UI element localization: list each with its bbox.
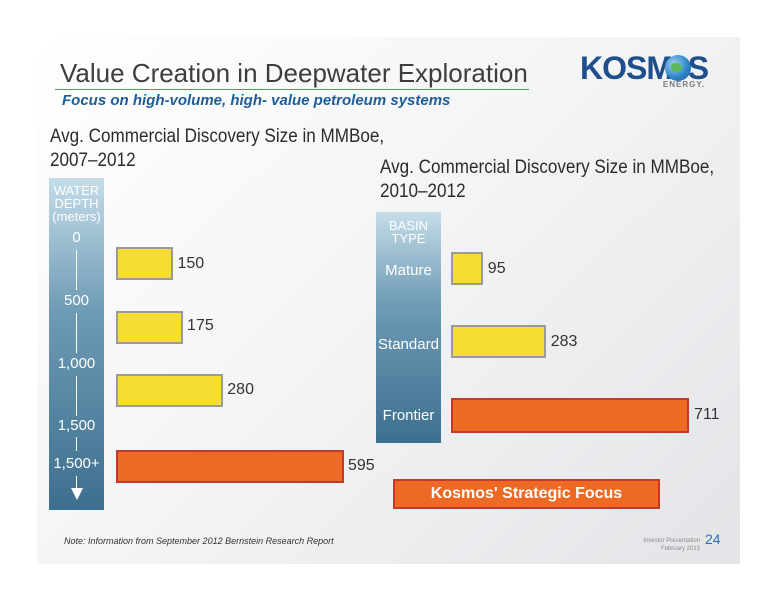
title-underline bbox=[55, 89, 529, 90]
axis-header-line: DEPTH bbox=[54, 196, 99, 211]
basin-category-label: Standard bbox=[378, 336, 439, 353]
strategic-focus-label: Kosmos' Strategic Focus bbox=[393, 479, 660, 509]
bar-value-label: 150 bbox=[177, 255, 205, 272]
depth-axis-line bbox=[76, 313, 77, 353]
chart2-title: Avg. Commercial Discovery Size in MMBoe,… bbox=[380, 156, 714, 204]
bar-value-label: 283 bbox=[550, 333, 578, 350]
footer-text: Investor Presentation February 2013 bbox=[612, 537, 700, 553]
source-note: Note: Information from September 2012 Be… bbox=[64, 536, 334, 546]
bar-frontier bbox=[451, 398, 689, 433]
depth-tick: 1,000 bbox=[57, 355, 96, 372]
page-number: 24 bbox=[705, 531, 721, 547]
axis-header-line: (meters) bbox=[52, 209, 101, 224]
bar-500-1-000 bbox=[116, 311, 184, 344]
footer-line: Investor Presentation bbox=[643, 538, 700, 544]
chart1-title-line2: 2007–2012 bbox=[50, 150, 136, 171]
bar-standard bbox=[451, 325, 546, 358]
globe-icon bbox=[665, 55, 691, 81]
footer-line: February 2013 bbox=[660, 546, 700, 552]
axis-header-line: BASIN bbox=[388, 218, 428, 233]
bar-1-500- bbox=[116, 450, 344, 483]
bar-value-label: 595 bbox=[348, 457, 375, 474]
axis-header-line: TYPE bbox=[391, 231, 426, 246]
bar-value-label: 95 bbox=[487, 260, 506, 277]
water-depth-header: WATER DEPTH (meters) bbox=[49, 184, 104, 223]
down-arrow-icon bbox=[71, 488, 83, 500]
depth-axis-line bbox=[76, 250, 77, 290]
bar-mature bbox=[451, 252, 483, 285]
bar-value-label: 280 bbox=[227, 381, 254, 398]
depth-tick: 1,500 bbox=[57, 417, 96, 434]
logo-subtext: ENERGY. bbox=[662, 80, 705, 89]
axis-header-line: WATER bbox=[53, 183, 100, 198]
chart1-title: Avg. Commercial Discovery Size in MMBoe,… bbox=[50, 125, 384, 173]
kosmos-logo: KOSM S ENERGY. bbox=[580, 50, 725, 94]
basin-type-axis bbox=[376, 212, 441, 443]
depth-tick: 0 bbox=[72, 229, 81, 246]
depth-tick: 1,500+ bbox=[53, 455, 100, 472]
depth-axis-line bbox=[76, 437, 77, 451]
bar-1-000-1-500 bbox=[116, 374, 224, 407]
depth-axis-line bbox=[76, 476, 77, 488]
depth-axis-line bbox=[76, 376, 77, 416]
depth-tick: 500 bbox=[63, 292, 90, 309]
basin-category-label: Frontier bbox=[382, 407, 435, 424]
chart2-title-line2: 2010–2012 bbox=[380, 181, 466, 202]
basin-category-label: Mature bbox=[385, 262, 432, 279]
slide-title: Value Creation in Deepwater Exploration bbox=[60, 58, 528, 88]
bar-0-500 bbox=[116, 247, 174, 280]
bar-value-label: 711 bbox=[694, 406, 720, 423]
chart2-title-line1: Avg. Commercial Discovery Size in MMBoe, bbox=[380, 157, 715, 178]
chart1-title-line1: Avg. Commercial Discovery Size in MMBoe, bbox=[50, 126, 385, 147]
slide-subtitle: Focus on high-volume, high- value petrol… bbox=[62, 92, 451, 109]
bar-value-label: 175 bbox=[187, 317, 214, 334]
basin-type-header: BASIN TYPE bbox=[376, 219, 441, 245]
